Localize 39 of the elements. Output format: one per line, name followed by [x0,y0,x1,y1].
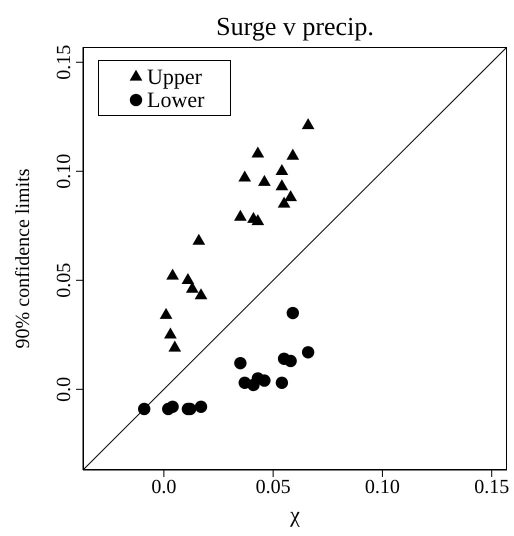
point [286,306,299,320]
point [166,268,179,280]
point [160,308,172,319]
point [276,164,288,175]
x-axis-title: χ [289,502,300,527]
point [258,174,271,186]
point [284,190,297,202]
point [194,288,208,300]
point [251,214,264,226]
point [234,356,247,370]
point [276,376,288,389]
y-tick-label: 0.15 [53,44,75,80]
point [166,400,179,413]
legend-label: Upper [147,64,202,89]
x-tick-label: 0.05 [256,476,291,498]
point [284,354,297,368]
point [258,374,271,387]
point [276,179,288,190]
point [192,234,206,245]
point [302,346,314,358]
point [251,146,264,158]
point [286,148,300,160]
chart-title: Surge v precip. [215,12,375,42]
point [234,210,247,221]
x-tick-label: 0.10 [364,476,400,498]
x-tick-label: 0.0 [151,476,176,498]
y-axis-title: 90% confidence limits [12,168,34,348]
point [238,170,252,182]
point [164,327,177,338]
point [194,400,208,413]
point [278,196,290,208]
y-tick-label: 0.10 [53,154,75,189]
y-tick-label: 0.05 [53,262,75,298]
point [138,402,150,416]
x-tick-label: 0.15 [474,476,510,498]
point [182,272,194,284]
y-tick-label: 0.0 [53,376,75,402]
point [168,340,182,352]
point [302,118,314,130]
